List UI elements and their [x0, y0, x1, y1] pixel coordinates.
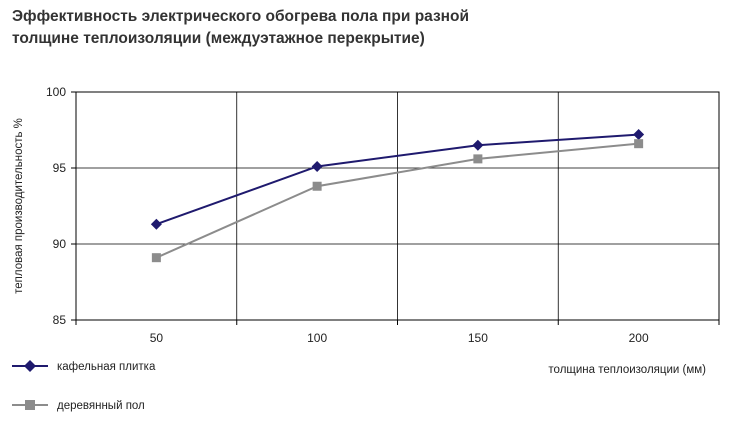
legend: кафельная плитка деревянный пол: [12, 360, 156, 412]
series-line-2: [155, 142, 639, 259]
chart-title: Эффективность электрического обогрева по…: [12, 6, 632, 50]
legend-label: кафельная плитка: [57, 361, 156, 373]
data-point-diamond: [150, 218, 162, 230]
y-tick-label: 90: [53, 237, 67, 251]
gridlines: [75, 91, 720, 321]
y-tick-label: 100: [46, 85, 66, 99]
data-point-diamond: [633, 129, 645, 141]
data-point-square: [634, 139, 644, 149]
y-tick-label: 85: [53, 313, 67, 327]
x-tick-label: 100: [307, 331, 327, 345]
series: [150, 129, 645, 263]
data-point-diamond: [311, 160, 323, 172]
x-tick-label: 50: [150, 331, 164, 345]
chart-title-line-1: Эффективность электрического обогрева по…: [12, 8, 470, 25]
data-point-square: [473, 154, 483, 164]
data-point-diamond: [472, 139, 484, 151]
data-point-square: [151, 253, 161, 263]
y-tick-label: 95: [53, 161, 67, 175]
y-axis-title: тепловая производительность %: [13, 118, 25, 294]
series-line-1: [156, 133, 639, 226]
tick-labels: 85 90 95 100 50 100 150 200 тепловая производите…: [13, 85, 706, 376]
legend-label: деревянный пол: [57, 400, 145, 412]
legend-marker-diamond: [24, 360, 36, 372]
x-tick-label: 150: [468, 331, 488, 345]
x-tick-label: 200: [629, 331, 649, 345]
legend-marker-square: [25, 400, 35, 410]
data-point-square: [312, 181, 322, 191]
x-axis-title: толщина теплоизоляции (мм): [548, 364, 706, 376]
chart-title-line-2: толщине теплоизоляции (междуэтажное пере…: [12, 30, 425, 47]
axes: [71, 91, 720, 325]
